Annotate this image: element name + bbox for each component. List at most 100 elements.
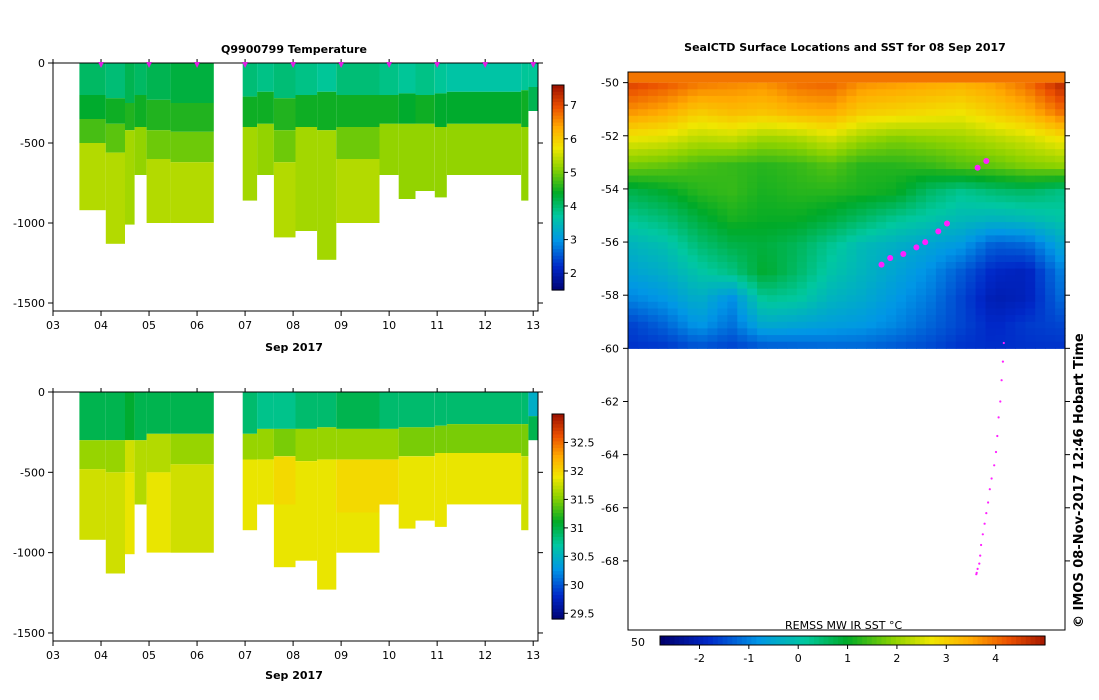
sst-cell [995,195,1006,203]
sst-cell [935,169,947,177]
sst-cell [846,182,857,190]
sst-cell [945,242,957,250]
sst-cell [657,175,669,183]
sst-cell [806,109,818,117]
sst-cell [757,129,768,137]
sst-cell [816,175,828,183]
sst-cell [796,235,808,243]
sst-cell [757,188,768,197]
sst-cell [677,295,689,303]
profile-cell [295,428,318,461]
sst-cell [876,215,887,223]
sst-cell [767,335,778,343]
sst-cell [876,135,887,143]
sst-cell [896,208,907,216]
sst-cell [1005,242,1016,250]
sst-cell [916,202,927,210]
sst-cell [935,215,947,223]
sst-cell [767,155,778,163]
sst-cell [757,89,768,97]
sst-cell [737,315,748,323]
sst-cell [1055,129,1066,137]
sst-cell [747,122,758,130]
sst-cell [767,315,778,323]
colorbar-swatch [552,591,564,596]
sst-cell [637,328,649,336]
sst-cell [796,155,808,163]
sst-cell [1005,182,1016,190]
colorbar-swatch [552,502,564,507]
profile-cell [125,103,135,131]
profile-cell [125,392,135,441]
seal-surface-location [922,239,929,246]
sst-cell [737,255,748,263]
sst-cell [975,301,987,309]
colorbar-swatch [552,598,564,603]
sst-cell [906,215,917,223]
colorbar-swatch [552,184,564,189]
sst-cell [886,162,897,170]
sst-cell [777,308,788,316]
sst-cell [657,235,669,243]
sst-cell [846,175,857,183]
sst-cell [777,295,788,303]
sst-cell [1045,308,1056,316]
sst-cell [975,129,987,137]
sst-cell [816,301,828,309]
sst-cell [995,288,1006,296]
sst-cell [707,301,718,309]
colorbar-tick-label: 30 [570,579,584,592]
sst-cell [786,235,798,243]
sst-cell [876,281,887,290]
sst-cell [926,102,937,110]
sst-cell [955,215,967,223]
sst-cell [796,315,808,323]
sst-cell [826,301,838,309]
sst-cell [737,275,748,283]
profile-cell [273,130,296,163]
sst-cell [697,321,708,329]
x-tick-label: 03 [46,319,60,332]
sst-cell [975,235,987,243]
sst-cell [667,295,679,303]
colorbar-swatch [552,167,564,172]
colorbar-swatch [552,543,564,548]
sst-cell [826,142,838,150]
sst-cell [1045,142,1056,150]
sst-cell [866,222,877,230]
sst-cell [647,235,659,243]
colorbar-swatch [552,581,564,586]
colorbar-swatch [552,214,564,219]
sst-cell [697,208,708,216]
sst-cell [767,328,778,336]
sst-cell [747,281,758,290]
sst-cell [786,129,798,137]
sst-cell [856,135,867,143]
sst-cell [995,169,1006,177]
colorbar-swatch [552,259,564,264]
sst-cell [856,248,867,256]
sst-cell [806,175,818,183]
sst-cell [687,281,699,290]
colorbar-swatch [552,595,564,600]
sst-cell [856,235,867,243]
colorbar-swatch [823,636,829,645]
sst-cell [975,275,987,283]
sst-cell [647,182,659,190]
sst-cell [1015,182,1026,190]
sst-cell [737,301,748,309]
sst-cell [767,262,778,270]
sst-cell [866,129,877,137]
colorbar-swatch [552,496,564,501]
sst-cell [995,262,1006,270]
profile-cell [528,87,538,111]
sst-cell [866,281,877,290]
sst-cell [985,149,996,157]
sst-cell [926,235,937,243]
sst-cell [826,169,838,177]
sst-cell [677,122,689,130]
sst-cell [687,149,699,157]
sst-cell [846,268,857,276]
sst-cell [866,288,877,296]
sst-cell [747,235,758,243]
